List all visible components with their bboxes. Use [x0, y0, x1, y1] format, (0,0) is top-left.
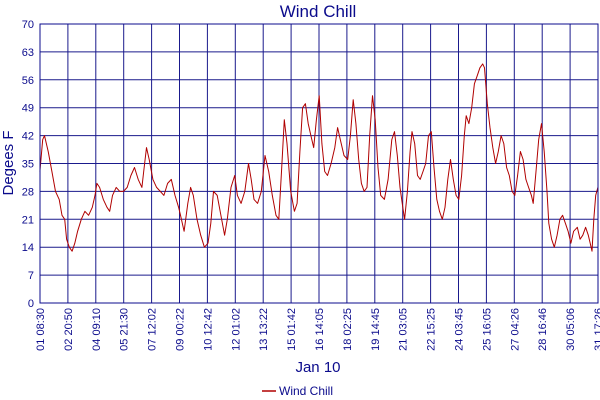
grid-layer — [39, 23, 599, 304]
x-tick-label: 02 20:50 — [63, 308, 75, 351]
x-tick-label: 19 14:45 — [370, 308, 382, 351]
y-tick-label: 35 — [22, 159, 34, 171]
x-tick-label: 31 17:26 — [593, 308, 600, 351]
plot-frame — [39, 23, 599, 304]
x-tick-label: 10 12:42 — [202, 308, 214, 351]
x-tick-label: 24 03:45 — [454, 308, 466, 351]
y-tick-label: 7 — [28, 270, 34, 282]
x-tick-label: 30 05:06 — [565, 308, 577, 351]
x-tick-label: 27 04:26 — [509, 308, 521, 351]
x-tick-label: 04 09:10 — [91, 308, 103, 351]
x-tick-label: 28 16:46 — [537, 308, 549, 351]
x-tick-label: 13 13:22 — [258, 308, 270, 351]
y-tick-label: 28 — [22, 186, 34, 198]
chart-title: Wind Chill — [280, 2, 357, 21]
x-tick-label: 12 01:02 — [230, 308, 242, 351]
x-tick-label: 07 12:02 — [147, 308, 159, 351]
legend: Wind Chill — [262, 384, 333, 398]
x-tick-label: 18 02:25 — [342, 308, 354, 351]
series-line-wind-chill — [39, 63, 599, 252]
x-tick-label: 15 01:42 — [286, 308, 298, 351]
y-tick-label: 56 — [22, 75, 34, 87]
x-axis-label: Jan 10 — [295, 359, 340, 376]
x-tick-label: 22 15:25 — [426, 308, 438, 351]
x-tick-label: 25 16:05 — [481, 308, 493, 351]
y-tick-label: 49 — [22, 103, 34, 115]
x-tick-label: 16 14:05 — [314, 308, 326, 351]
series-layer — [39, 63, 599, 252]
x-tick-label: 01 08:30 — [35, 308, 47, 351]
y-tick-label: 70 — [22, 19, 34, 31]
x-tick-label: 05 21:30 — [119, 308, 131, 351]
y-tick-label: 0 — [28, 298, 34, 310]
legend-label: Wind Chill — [279, 384, 333, 398]
y-tick-label: 63 — [22, 47, 34, 59]
x-tick-label: 09 00:22 — [175, 308, 187, 351]
x-tick-label: 21 03:05 — [398, 308, 410, 351]
y-tick-labels: 0 7 14 21 28 35 42 49 56 63 70 — [22, 19, 34, 310]
y-tick-label: 42 — [22, 131, 34, 143]
y-tick-label: 14 — [22, 242, 34, 254]
y-axis-label: Degees F — [0, 130, 17, 195]
x-tick-labels: 01 08:30 02 20:50 04 09:10 05 21:30 07 12:02… — [35, 308, 600, 351]
y-tick-label: 21 — [22, 214, 34, 226]
